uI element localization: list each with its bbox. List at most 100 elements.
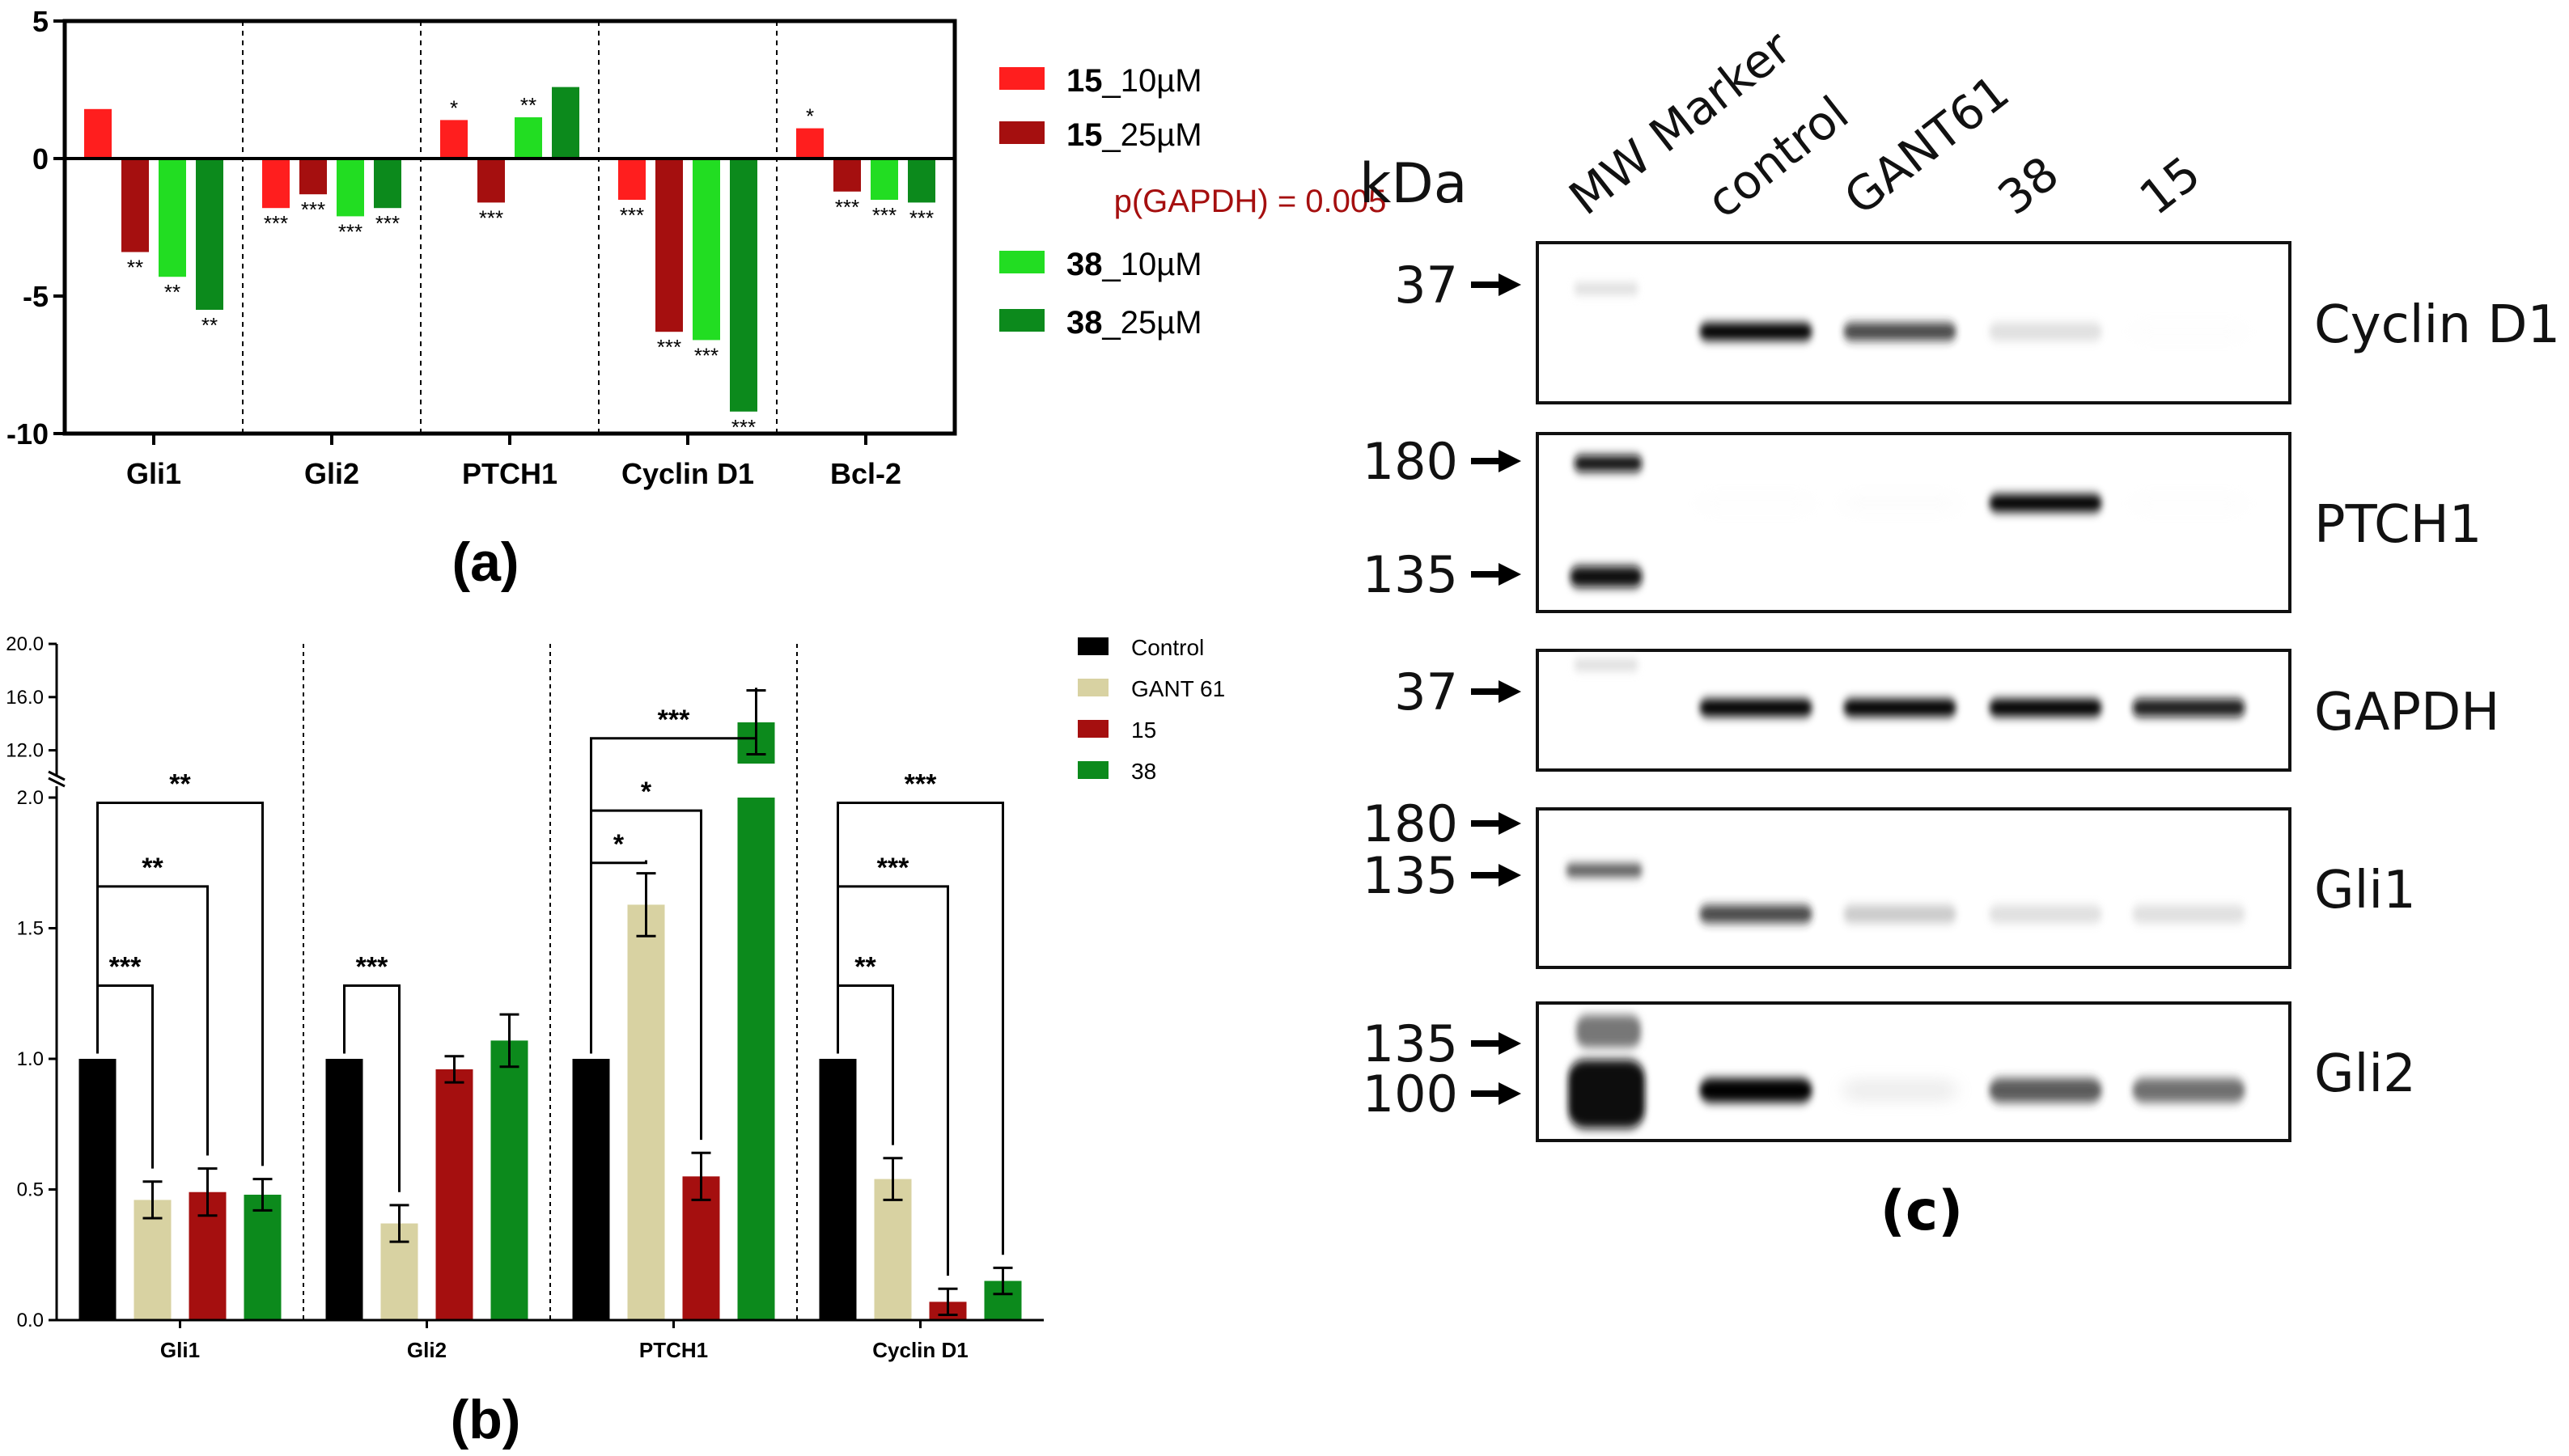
sig-mark: *** — [620, 203, 644, 227]
protein-band — [2132, 905, 2245, 923]
y-tick-label: 5 — [32, 5, 49, 38]
bar-38_25µM-Gli2 — [374, 159, 401, 209]
marker-band — [1576, 1015, 1641, 1048]
significance-bracket — [96, 801, 264, 1166]
significance-label: *** — [877, 853, 909, 883]
legend-swatch — [999, 121, 1045, 144]
panel-a-y-ticks: 5 0 -5 -10 — [6, 5, 65, 451]
axis-break — [48, 777, 66, 788]
protein-band — [1843, 905, 1956, 923]
sig-mark: ** — [520, 93, 536, 117]
marker-band — [1574, 455, 1643, 472]
bar-38_10µM-Gli1 — [159, 159, 186, 277]
bar-15-Gli2 — [435, 1069, 473, 1320]
lane-label: 15 — [2130, 146, 2211, 226]
bar-GANT 61-Gli1 — [134, 1200, 172, 1320]
blot-strips: Cyclin D137PTCH1180135GAPDH37Gli1180135G… — [1363, 241, 2560, 1142]
protein-band — [1843, 494, 1956, 512]
blot-frame — [1536, 1001, 2291, 1142]
marker-arrow-head — [1499, 273, 1521, 296]
bar-15_25µM-Bcl-2 — [833, 159, 861, 192]
legend-swatch — [1078, 720, 1109, 738]
panel-b-chart: 0.0 0.5 1.0 1.5 2.0 12.0 16.0 20.0 Gli1 Gli2 PTCH… — [6, 633, 1225, 1450]
legend-swatch — [1078, 637, 1109, 655]
marker-arrow-head — [1499, 1032, 1521, 1055]
legend-label: 38 — [1131, 759, 1156, 784]
significance-label: *** — [356, 952, 388, 983]
protein-band — [2132, 494, 2245, 512]
target-label: Gli2 — [2314, 1044, 2416, 1104]
protein-band — [1699, 699, 1812, 717]
legend-label: 38_25µM — [1066, 305, 1202, 341]
y-tick-label: -10 — [6, 417, 49, 451]
marker-band — [1570, 566, 1643, 587]
legend-swatch — [999, 67, 1045, 90]
bar-15_10µM-Gli2 — [262, 159, 290, 209]
significance-bracket — [590, 688, 757, 1054]
bar-38-PTCH1 — [737, 798, 775, 1320]
marker-arrow-head — [1499, 1082, 1521, 1105]
protein-band — [1699, 494, 1812, 512]
marker-band — [1566, 864, 1643, 877]
mw-marker-label: 135 — [1363, 846, 1458, 905]
panel-a-x-ticks: Gli1 Gli2 PTCH1 Cyclin D1 Bcl-2 — [126, 434, 901, 490]
bar-15_10µM-Cyclin D1 — [618, 159, 646, 200]
protein-band — [1699, 1078, 1812, 1103]
sig-mark: ** — [201, 313, 218, 337]
kda-unit-label: kDa — [1359, 152, 1467, 216]
panel-a-legend: 15_10µM 15_25µM 38_10µM 38_25µM — [999, 63, 1202, 341]
panel-b-x-ticks: Gli1 Gli2 PTCH1 Cyclin D1 — [160, 1320, 969, 1362]
marker-band — [1568, 1060, 1645, 1128]
bar-15_10µM-PTCH1 — [440, 120, 468, 159]
category-label: Cyclin D1 — [872, 1338, 969, 1362]
y-tick-label: 0.5 — [17, 1179, 44, 1201]
y-tick-label: 20.0 — [6, 633, 44, 655]
marker-arrow-head — [1499, 450, 1521, 472]
significance-label: ** — [854, 952, 876, 983]
marker-arrow-head — [1499, 864, 1521, 887]
sig-mark: *** — [264, 211, 288, 235]
y-tick-label: 0 — [32, 142, 49, 176]
target-label: Gli1 — [2314, 861, 2416, 921]
sig-mark: *** — [375, 211, 400, 235]
bar-38_25µM-Gli1 — [196, 159, 223, 310]
legend-label: 15 — [1131, 717, 1156, 743]
protein-band — [1989, 699, 2102, 717]
bar-15_25µM-Gli2 — [299, 159, 327, 195]
significance-label: *** — [905, 768, 937, 799]
legend-swatch — [999, 309, 1045, 332]
blot-frame — [1536, 432, 2291, 613]
protein-band — [1989, 905, 2102, 923]
lane-label: GANT61 — [1834, 64, 2020, 226]
marker-arrow-head — [1499, 812, 1521, 835]
y-tick-label: 1.5 — [17, 918, 44, 940]
bar-15_25µM-Cyclin D1 — [655, 159, 683, 332]
legend-label: Control — [1131, 635, 1204, 660]
panel-b-axes — [48, 644, 1044, 1322]
bar-38-Gli1 — [244, 1194, 282, 1320]
blot-cyclin-d1: Cyclin D1 37 — [1394, 241, 2560, 404]
mw-marker-label: 135 — [1363, 545, 1458, 604]
protein-band — [1989, 1078, 2102, 1103]
target-label: GAPDH — [2314, 683, 2499, 743]
sig-mark: * — [806, 104, 814, 129]
marker-arrow-head — [1499, 680, 1521, 703]
protein-band — [1843, 699, 1956, 717]
category-label: Cyclin D1 — [621, 457, 754, 490]
mw-marker-label: 37 — [1394, 662, 1458, 722]
lane-label: 38 — [1988, 146, 2069, 226]
protein-band — [1699, 323, 1812, 341]
y-tick-label: 2.0 — [17, 787, 44, 809]
protein-band — [2132, 699, 2245, 717]
bar-38_10µM-Bcl-2 — [871, 159, 898, 200]
bar-Control-Gli2 — [325, 1059, 363, 1320]
mw-marker-label: 180 — [1363, 794, 1458, 853]
legend-label: 38_10µM — [1066, 247, 1202, 282]
axis-break — [48, 770, 66, 781]
mw-marker-label: 180 — [1363, 432, 1458, 491]
blot-gapdh: GAPDH 37 — [1394, 649, 2499, 772]
bar-GANT 61-PTCH1 — [627, 904, 665, 1320]
